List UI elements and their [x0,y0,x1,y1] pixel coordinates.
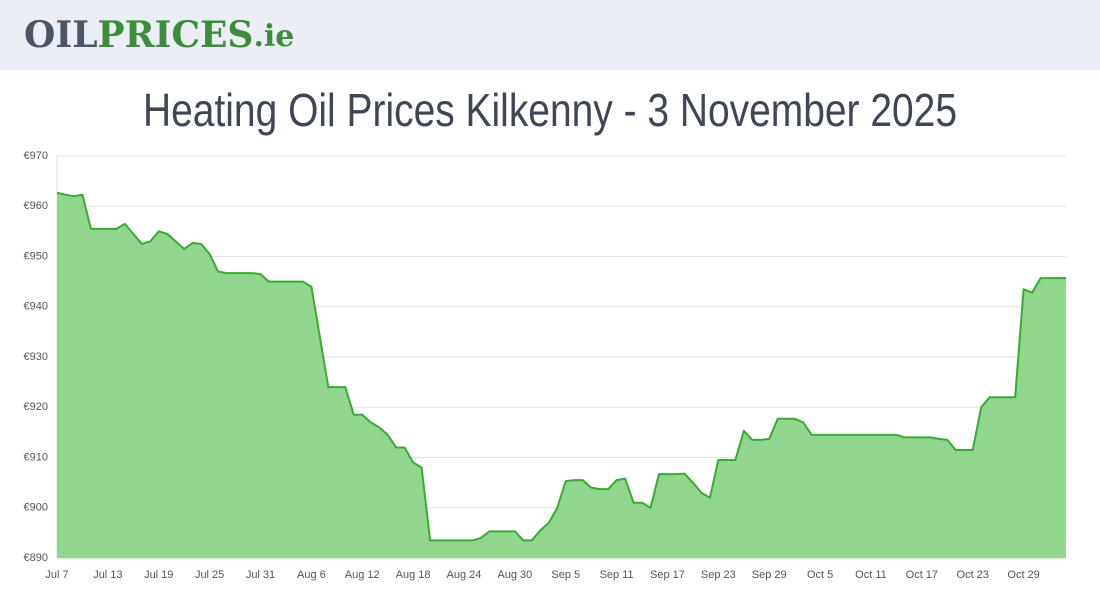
y-tick-label: €910 [24,451,48,463]
x-tick-label: Jul 31 [246,569,275,581]
logo[interactable]: OILPRICES.ie [24,14,294,56]
price-line [56,191,1066,542]
y-tick-label: €920 [24,401,48,413]
x-tick-label: Sep 29 [752,569,787,581]
chart-title: Heating Oil Prices Kilkenny - 3 November… [143,84,957,136]
x-tick-label: Jul 7 [45,569,68,581]
x-tick-label: Jul 19 [144,569,173,581]
header-bar [0,0,1100,70]
x-tick-label: Jul 13 [93,569,122,581]
x-tick-label: Sep 23 [701,569,736,581]
x-tick-label: Aug 24 [447,569,482,581]
logo-oil: OIL [24,14,98,56]
logo-prices: PRICES [98,14,254,56]
y-tick-label: €960 [24,200,48,212]
x-tick-label: Sep 17 [650,569,685,581]
y-tick-label: €950 [24,250,48,262]
x-tick-label: Jul 25 [195,569,224,581]
y-tick-label: €900 [24,502,48,514]
x-tick-label: Oct 17 [906,569,938,581]
x-tick-label: Oct 5 [807,569,833,581]
x-tick-label: Oct 11 [855,569,887,581]
y-tick-label: €930 [24,351,48,363]
logo-ie: .ie [253,19,294,54]
area-fill [57,192,1066,558]
x-tick-label: Oct 29 [1007,569,1039,581]
y-tick-label: €890 [24,552,48,564]
x-tick-label: Sep 5 [551,569,580,581]
y-tick-label: €940 [24,301,48,313]
x-tick-label: Sep 11 [600,569,634,581]
x-tick-label: Aug 30 [497,569,532,581]
x-tick-label: Aug 18 [396,569,431,581]
y-tick-label: €970 [24,150,48,162]
x-tick-label: Aug 12 [345,569,380,581]
x-tick-label: Aug 6 [297,569,326,581]
x-tick-label: Oct 23 [957,569,989,581]
